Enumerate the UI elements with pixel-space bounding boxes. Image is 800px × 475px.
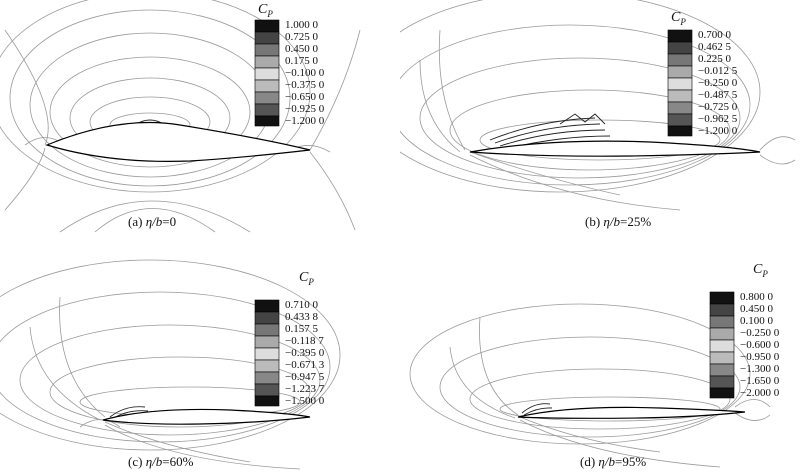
caption-b: (b) η/b=25% — [585, 214, 652, 229]
legend-title-d: CP — [753, 262, 768, 279]
airfoil-b — [469, 140, 761, 157]
legend-label: −0.671 3 — [285, 359, 325, 371]
contour-plot-a — [0, 0, 361, 233]
panel-b: CP 0.700 0 0.462 5 0.225 0 −0.012 5 −0.2… — [400, 0, 800, 237]
legend-title-c: CP — [299, 270, 314, 287]
legend-label: 0.450 0 — [285, 43, 318, 55]
legend-label: −0.012 5 — [698, 65, 738, 77]
airfoil-c — [102, 408, 311, 425]
contour-plot-b — [400, 0, 796, 211]
legend-bar-c — [254, 299, 280, 407]
legend-bar-a — [254, 19, 280, 127]
legend-label: −0.962 5 — [698, 113, 738, 125]
legend-label: 0.450 0 — [740, 303, 773, 315]
legend-label: −0.600 0 — [740, 339, 780, 351]
legend-label: 0.462 5 — [698, 41, 731, 53]
legend-label: −0.100 0 — [285, 67, 325, 79]
legend-label: −1.650 0 — [740, 375, 780, 387]
legend-label: 0.100 0 — [740, 315, 773, 327]
legend-label: 0.157 5 — [285, 323, 318, 335]
legend-bar-d — [709, 291, 735, 399]
legend-label: −0.250 0 — [740, 327, 780, 339]
legend-label: −0.725 0 — [698, 101, 738, 113]
legend-label: 0.800 0 — [740, 291, 773, 303]
panel-a: CP 1.000 0 0.725 0 0.450 0 0.175 0 −0.10… — [0, 0, 400, 237]
pressure-contours-b — [400, 0, 796, 211]
legend-label: −2.000 0 — [740, 387, 780, 399]
legend-label: 0.700 0 — [698, 29, 731, 41]
legend-label: −0.950 0 — [740, 351, 780, 363]
legend-label: −0.947 5 — [285, 371, 325, 383]
legend-title-b: CP — [671, 10, 686, 27]
legend-label: −1.500 0 — [285, 395, 325, 407]
pressure-contours-c — [0, 259, 341, 470]
legend-label: 0.225 0 — [698, 53, 731, 65]
airfoil-d — [517, 406, 746, 419]
legend-label: 1.000 0 — [285, 19, 318, 31]
legend-label: −0.395 0 — [285, 347, 325, 359]
legend-label: 0.725 0 — [285, 31, 318, 43]
caption-d: (d) η/b=95% — [580, 454, 647, 469]
legend-label: −0.487 5 — [698, 89, 738, 101]
caption-a: (a) η/b=0 — [128, 214, 177, 229]
panel-c: CP 0.710 0 0.433 8 0.157 5 −0.118 7 −0.3… — [0, 237, 400, 474]
contour-plot-d — [409, 291, 771, 468]
legend-label: −1.223 7 — [285, 383, 325, 395]
airfoil-a — [45, 121, 311, 163]
legend-bar-b — [667, 29, 693, 137]
caption-c: (c) η/b=60% — [128, 454, 194, 469]
legend-label: 0.710 0 — [285, 299, 318, 311]
legend-label: 0.433 8 — [285, 311, 318, 323]
legend-label: −1.300 0 — [740, 363, 780, 375]
legend-label: −1.200 0 — [285, 115, 325, 127]
panel-d: CP 0.800 0 0.450 0 0.100 0 −0.250 0 −0.6… — [400, 237, 800, 474]
legend-label: −0.375 0 — [285, 79, 325, 91]
shock-contours-d — [521, 403, 553, 416]
legend-label: 0.175 0 — [285, 55, 318, 67]
legend-label: −0.925 0 — [285, 103, 325, 115]
contour-plot-c — [0, 259, 341, 470]
pressure-contours-a — [0, 0, 361, 233]
legend-label: −1.200 0 — [698, 125, 738, 137]
legend-label: −0.250 0 — [698, 77, 738, 89]
legend-label: −0.650 0 — [285, 91, 325, 103]
legend-label: −0.118 7 — [285, 335, 324, 347]
pressure-contours-d — [409, 303, 771, 468]
legend-title-a: CP — [258, 2, 273, 19]
